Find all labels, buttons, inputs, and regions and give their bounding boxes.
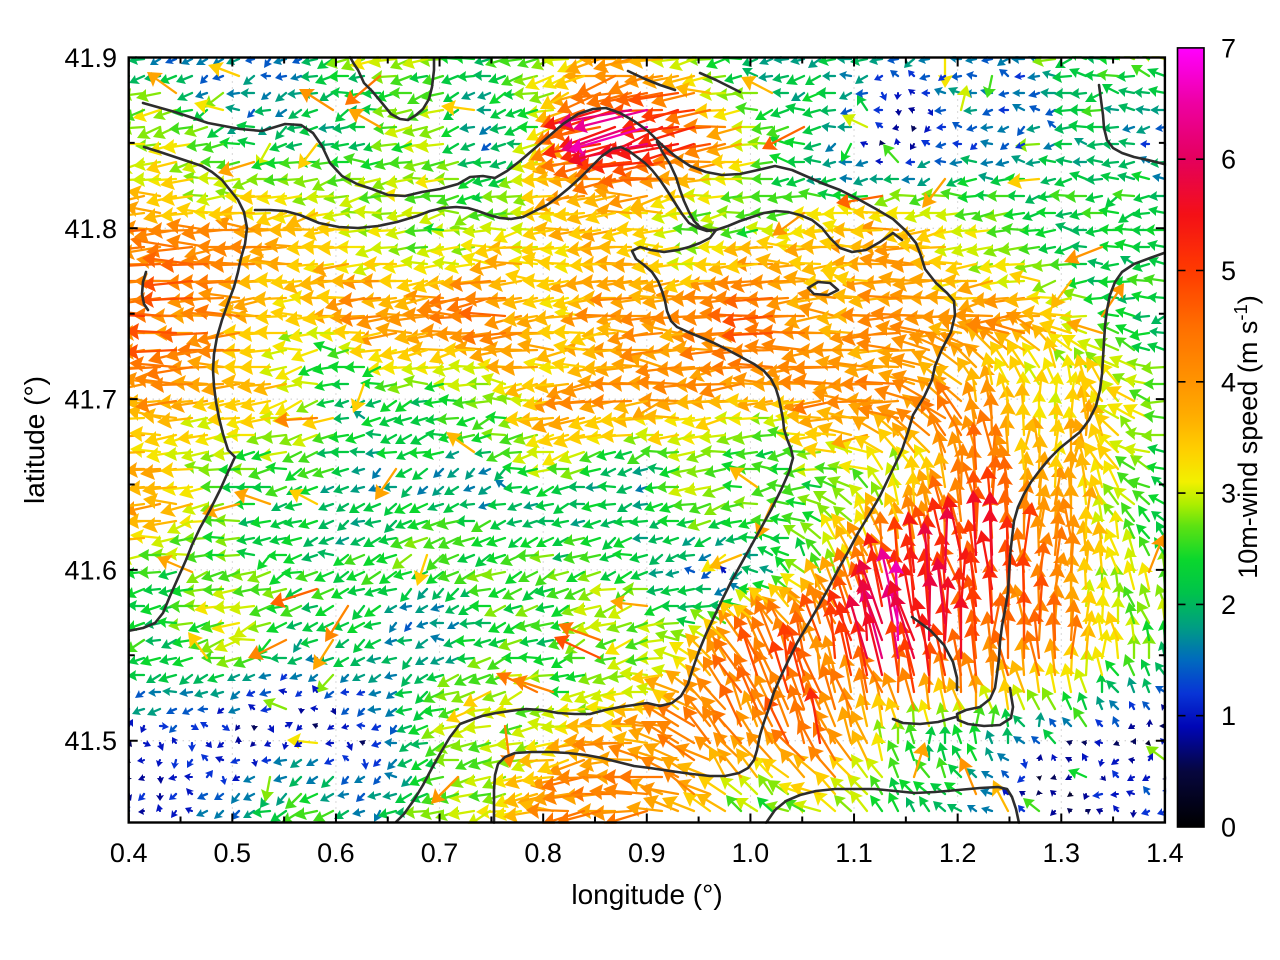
svg-text:10m-wind speed (m s-1): 10m-wind speed (m s-1) — [1230, 295, 1263, 579]
svg-text:1.1: 1.1 — [835, 838, 873, 868]
svg-text:0.8: 0.8 — [524, 838, 562, 868]
svg-text:0.9: 0.9 — [628, 838, 666, 868]
svg-text:41.6: 41.6 — [64, 555, 117, 585]
svg-text:4: 4 — [1221, 367, 1236, 397]
svg-text:1.4: 1.4 — [1146, 838, 1184, 868]
svg-text:0.4: 0.4 — [110, 838, 148, 868]
svg-text:longitude (°): longitude (°) — [571, 879, 722, 910]
svg-text:5: 5 — [1221, 256, 1236, 286]
svg-text:1.3: 1.3 — [1043, 838, 1081, 868]
svg-text:3: 3 — [1221, 479, 1236, 509]
svg-text:1: 1 — [1221, 701, 1236, 731]
svg-text:1.0: 1.0 — [732, 838, 770, 868]
svg-text:41.8: 41.8 — [64, 214, 117, 244]
svg-text:6: 6 — [1221, 145, 1236, 175]
svg-text:41.5: 41.5 — [64, 726, 117, 756]
svg-text:0.5: 0.5 — [214, 838, 252, 868]
svg-text:7: 7 — [1221, 33, 1236, 63]
svg-text:1.2: 1.2 — [939, 838, 977, 868]
svg-text:0.6: 0.6 — [317, 838, 355, 868]
svg-text:41.7: 41.7 — [64, 385, 117, 415]
svg-text:latitude (°): latitude (°) — [19, 376, 50, 504]
svg-text:0.7: 0.7 — [421, 838, 459, 868]
svg-text:41.9: 41.9 — [64, 43, 117, 73]
svg-text:0: 0 — [1221, 813, 1236, 843]
svg-text:2: 2 — [1221, 590, 1236, 620]
